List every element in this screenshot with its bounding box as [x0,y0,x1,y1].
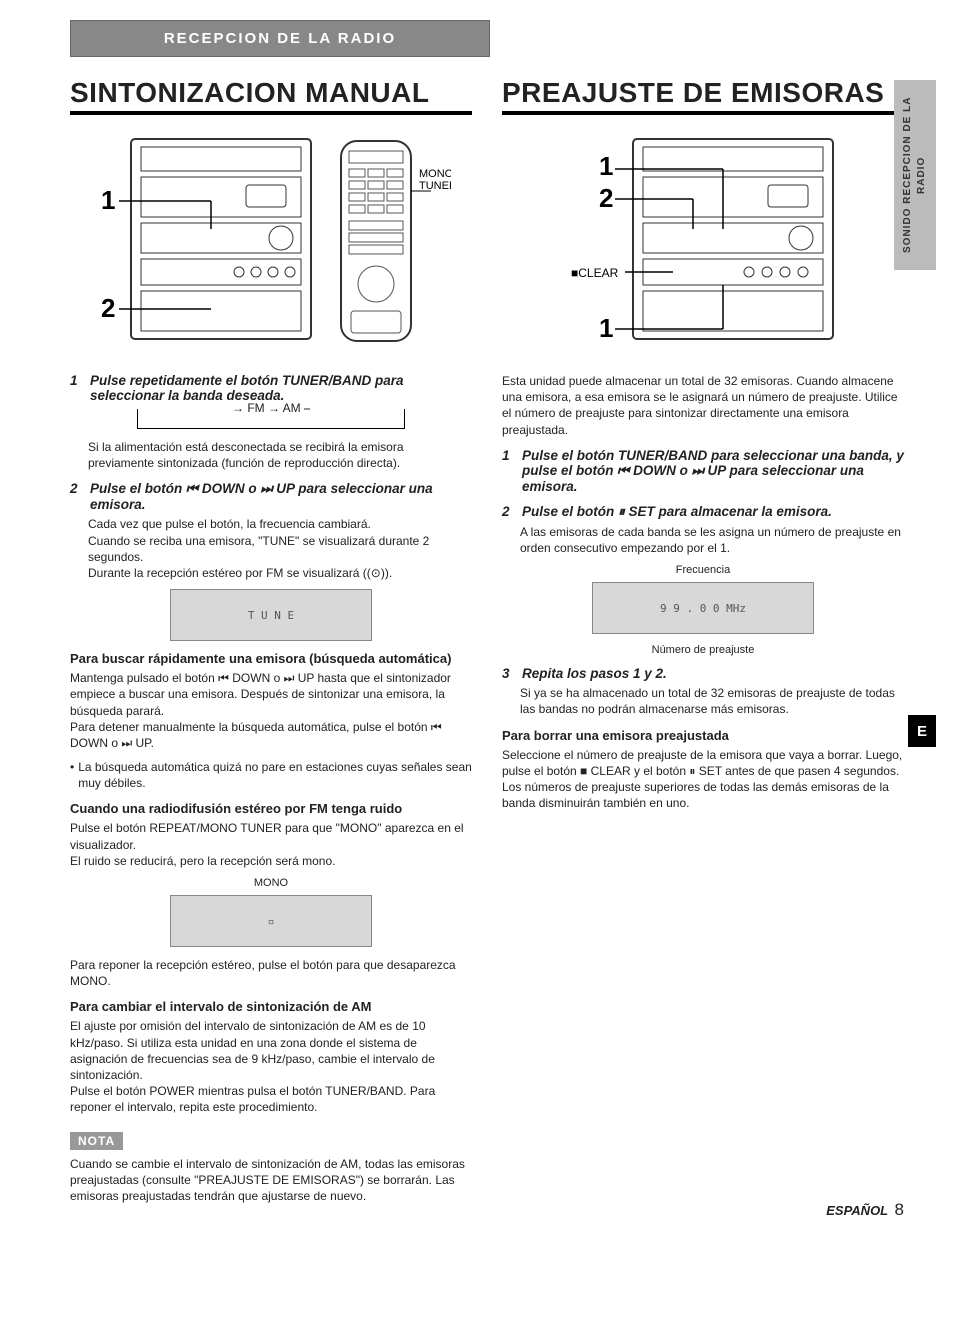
step-text: Repita los pasos 1 y 2. [522,666,667,681]
footer-lang: ESPAÑOL [826,1203,888,1218]
step-text: Pulse el botón TUNER/BAND para seleccion… [522,448,904,494]
freq-caption: Frecuencia [502,564,904,576]
step-number: 2 [502,504,516,520]
display-tune: T U N E [170,589,372,641]
step-text: Pulse repetidamente el botón TUNER/BAND … [90,373,472,403]
left-sub-stereo: Cuando una radiodifusión estéreo por FM … [70,801,472,816]
step-text: Pulse el botón ⏮ DOWN o ⏭ UP para selecc… [90,481,472,512]
left-am-body: El ajuste por omisión del intervalo de s… [70,1018,472,1115]
diagram-num-2: 2 [599,183,613,213]
side-tab: SONIDO RECEPCION DE LA RADIO [894,80,936,270]
note-label: NOTA [70,1132,123,1150]
left-sub-am: Para cambiar el intervalo de sintonizaci… [70,999,472,1014]
left-stereo-body: Pulse el botón REPEAT/MONO TUNER para qu… [70,820,472,869]
diagram-num-1: 1 [599,151,613,181]
left-step2-body: Cada vez que pulse el botón, la frecuenc… [88,516,472,581]
right-column: PREAJUSTE DE EMISORAS [502,69,904,1212]
step-number: 3 [502,666,516,681]
step-number: 2 [70,481,84,512]
left-auto-body: Mantenga pulsado el botón ⏮ DOWN o ⏭ UP … [70,670,472,751]
left-diagram: 1 2 MONO TUNER [91,129,451,359]
preset-caption: Número de preajuste [502,644,904,656]
right-diagram: 1 2 ■CLEAR 1 [543,129,863,359]
left-stereo-body2: Para reponer la recepción estéreo, pulse… [70,957,472,989]
left-step1: 1 Pulse repetidamente el botón TUNER/BAN… [70,373,472,403]
step-number: 1 [502,448,516,494]
mono-caption: MONO [70,877,472,889]
right-erase-body: Seleccione el número de preajuste de la … [502,747,904,812]
diagram-clear-label: ■CLEAR [571,266,619,280]
right-sub-erase: Para borrar una emisora preajustada [502,728,904,743]
footer-page-number: 8 [895,1200,904,1219]
diagram-num-2: 2 [101,293,115,323]
left-title: SINTONIZACION MANUAL [70,77,472,115]
step-text: Pulse el botón ⏸ SET para almacenar la e… [522,504,832,520]
section-banner: RECEPCION DE LA RADIO [70,20,490,57]
right-intro: Esta unidad puede almacenar un total de … [502,373,904,438]
left-note-body: Cuando se cambie el intervalo de sintoni… [70,1156,472,1205]
side-tab-letter: E [908,715,936,747]
left-sub-auto: Para buscar rápidamente una emisora (bús… [70,651,472,666]
diagram-num-1b: 1 [599,313,613,343]
side-tab-text: SONIDO RECEPCION DE LA RADIO [901,80,929,270]
bullet-text: La búsqueda automática quizá no pare en … [78,759,472,791]
page-footer: ESPAÑOL 8 [826,1200,904,1220]
left-step1-body: Si la alimentación está desconectada se … [88,439,472,471]
right-step1: 1 Pulse el botón TUNER/BAND para selecci… [502,448,904,494]
bullet-mark: • [70,759,74,791]
display-frequency: 9 9 . 0 0 MHz [592,582,814,634]
diagram-mono-label: MONO [419,168,451,180]
fm-am-cycle: → FM → AM ⎯ [70,409,472,429]
left-column: SINTONIZACION MANUAL 1 [70,69,472,1212]
right-title: PREAJUSTE DE EMISORAS [502,77,904,115]
diagram-tuner-label: TUNER [419,180,451,192]
right-step2: 2 Pulse el botón ⏸ SET para almacenar la… [502,504,904,520]
step-number: 1 [70,373,84,403]
left-auto-bullet: • La búsqueda automática quizá no pare e… [70,759,472,791]
right-step3-body: Si ya se ha almacenado un total de 32 em… [520,685,904,717]
right-step3: 3 Repita los pasos 1 y 2. [502,666,904,681]
right-step2-body: A las emisoras de cada banda se les asig… [520,524,904,556]
diagram-num-1: 1 [101,185,115,215]
left-step2: 2 Pulse el botón ⏮ DOWN o ⏭ UP para sele… [70,481,472,512]
display-mono: ▫ [170,895,372,947]
